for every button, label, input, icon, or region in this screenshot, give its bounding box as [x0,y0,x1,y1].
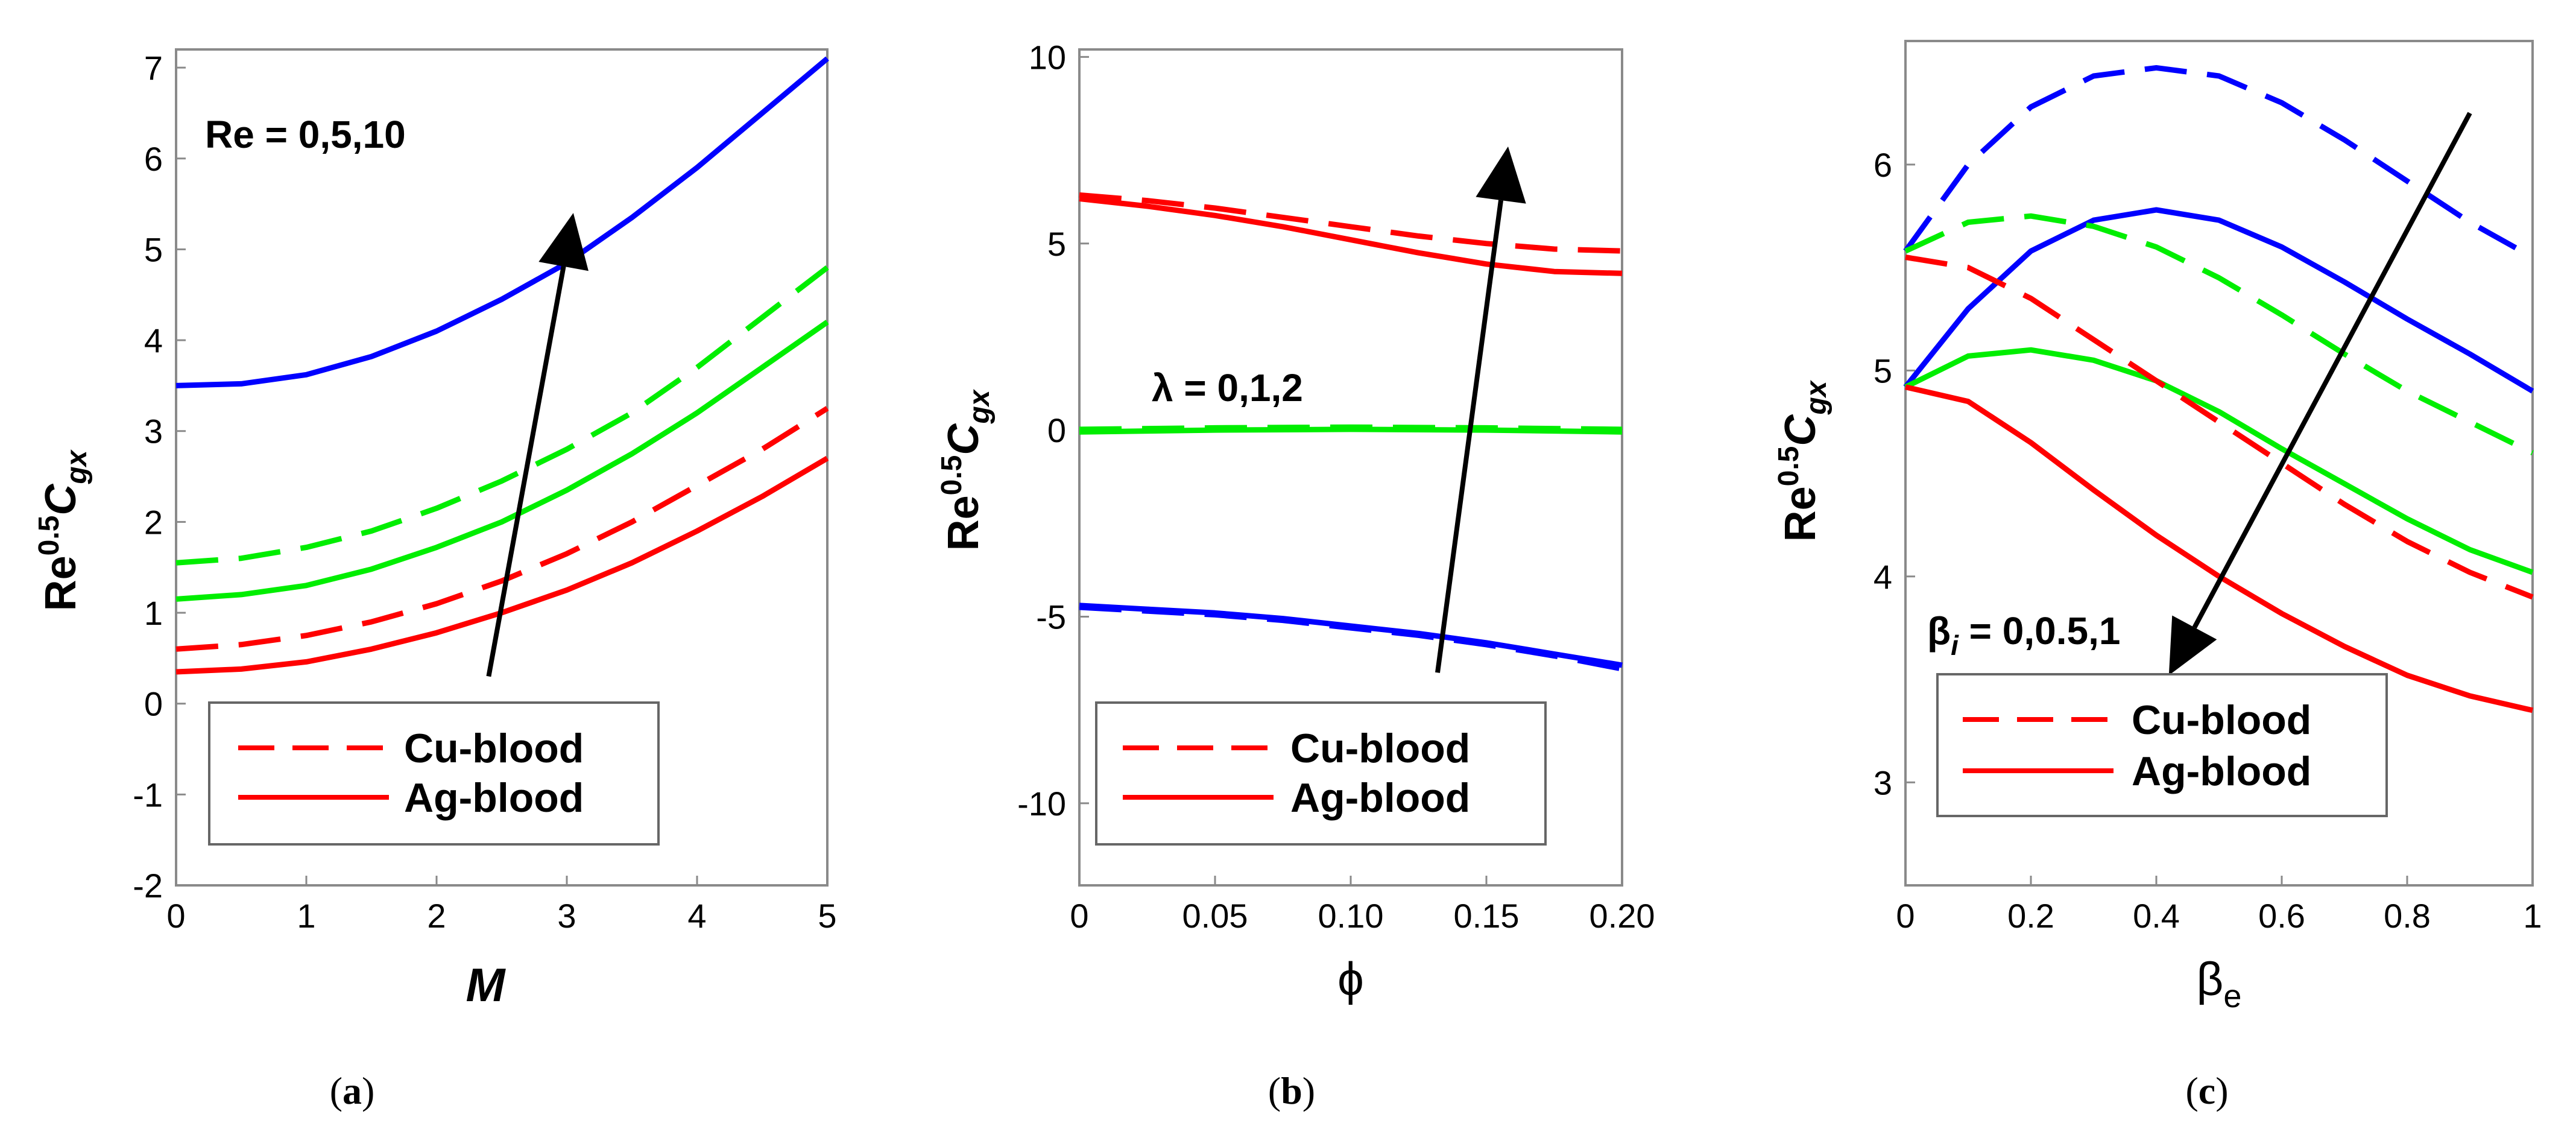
panel-c-x-tick-label: 0 [1896,897,1915,935]
panel-c-x-tick-label: 0.6 [2258,897,2305,935]
panel-c-y-tick-label: 6 [1874,146,1892,184]
panel-a-y-tick-label: -1 [133,776,163,814]
panel-b-arrow [1435,200,1504,673]
panel-b-legend-label-ag: Ag-blood [1290,775,1470,821]
panel-c-y-tick-label: 5 [1874,352,1892,390]
series-line [175,265,829,566]
panel-b-x-tick-label: 0.20 [1589,897,1655,935]
panel-a-y-tick-label: 1 [144,594,163,632]
series-line [1904,347,2534,575]
series-line [1079,602,1623,668]
panel-a-legend-label-cu: Cu-blood [404,726,584,771]
panel-a-x-tick-label: 1 [297,897,315,935]
panel-b-y-tick-label: 10 [1029,38,1066,76]
panel-a-caption: (a) [330,1069,375,1112]
panel-a-x-tick-label: 0 [166,897,185,935]
panel-b-x-tick-label: 0.10 [1318,897,1384,935]
panel-c-x-tick-label: 0.2 [2007,897,2054,935]
panel-b-annotation: λ = 0,1,2 [1152,366,1303,410]
panel-b-arrow-head [1476,146,1526,204]
panel-b-y-tick-label: -10 [1017,785,1066,823]
panel-c-legend-label-ag: Ag-blood [2132,748,2311,794]
panel-a-x-tick-label: 2 [427,897,446,935]
panel-a-arrow [486,265,566,677]
panel-a-legend-box [208,701,660,846]
panel-b-y-tick-label: 0 [1047,411,1066,449]
panel-a-y-tick-label: 5 [144,230,163,268]
series-line [1903,207,2534,394]
panel-a-y-tick-label: 2 [144,503,163,541]
series-line [1079,192,1623,254]
panel-a-y-tick-label: 6 [144,140,163,178]
panel-a-ticks: 0 1 2 3 4 5 -2 -1 0 1 2 3 4 5 6 7 [133,49,836,935]
panel-a-y-tick-label: -2 [133,867,163,905]
series-line [175,406,829,652]
panel-a-x-tick-label: 5 [818,897,836,935]
panel-c-arrow-head [2168,615,2217,675]
panel-a-y-tick-label: 4 [144,321,163,359]
panel-a-legend-label-ag: Ag-blood [404,775,584,821]
series-line [1904,384,2534,713]
series-line [1904,213,2534,455]
panel-c-x-tick-label: 0.8 [2384,897,2431,935]
panel-c-arrow [2192,112,2472,629]
panel-c-y-tick-label: 4 [1874,558,1892,596]
panel-b-legend-box [1095,701,1547,846]
panel-a-x-tick-label: 4 [687,897,706,935]
series-line [175,320,829,602]
panel-c-x-tick-label: 0.4 [2133,897,2180,935]
panel-a-x-axis-label: M [466,958,507,1011]
panel-b: 0 0.05 0.10 0.15 0.20 -10 -5 0 5 10 λ = 0,1,2 Cu-… [936,38,1655,1112]
panel-a-arrow-head [538,213,589,271]
panel-b-legend-label-cu: Cu-blood [1290,726,1470,771]
panel-b-x-tick-label: 0.15 [1454,897,1520,935]
panel-b-y-tick-label: -5 [1036,598,1066,636]
series-line [175,56,829,388]
panel-b-series [1079,192,1623,672]
series-line [1079,196,1623,276]
panel-a-annotation: Re = 0,5,10 [205,113,406,156]
panel-c-x-tick-label: 1 [2523,897,2542,935]
panel-c: 0 0.2 0.4 0.6 0.8 1 3 4 5 6 βi = 0,0.5,1 Cu-blood… [1773,40,2542,1112]
panel-b-x-tick-label: 0 [1070,897,1088,935]
panel-a-y-axis-label: Re0.5Cgx [33,449,93,611]
panel-b-ticks: 0 0.05 0.10 0.15 0.20 -10 -5 0 5 10 [1017,38,1655,935]
series-line [1905,255,2534,600]
panel-b-caption: (b) [1268,1069,1315,1112]
panel-a-x-tick-label: 3 [557,897,576,935]
panel-c-x-axis-label: βe [2197,952,2242,1014]
panel-a-y-tick-label: 0 [144,685,163,723]
panel-c-ticks: 0 0.2 0.4 0.6 0.8 1 3 4 5 6 [1874,146,2542,935]
panel-c-legend-label-cu: Cu-blood [2132,697,2311,743]
panel-b-y-axis-label: Re0.5Cgx [936,388,996,551]
panel-c-annotation: βi = 0,0.5,1 [1927,609,2121,661]
panel-a-y-tick-label: 3 [144,413,163,451]
panel-b-y-tick-label: 5 [1047,225,1066,263]
panel-b-x-axis-label: ϕ [1337,952,1364,1005]
panel-b-x-tick-label: 0.05 [1182,897,1248,935]
panel-c-y-axis-label: Re0.5Cgx [1773,379,1833,542]
panel-a-y-tick-label: 7 [144,49,163,87]
series-line [1079,426,1623,435]
panel-c-legend-box [1936,673,2388,817]
panel-c-caption: (c) [2185,1069,2228,1112]
panel-c-y-tick-label: 3 [1874,764,1892,802]
